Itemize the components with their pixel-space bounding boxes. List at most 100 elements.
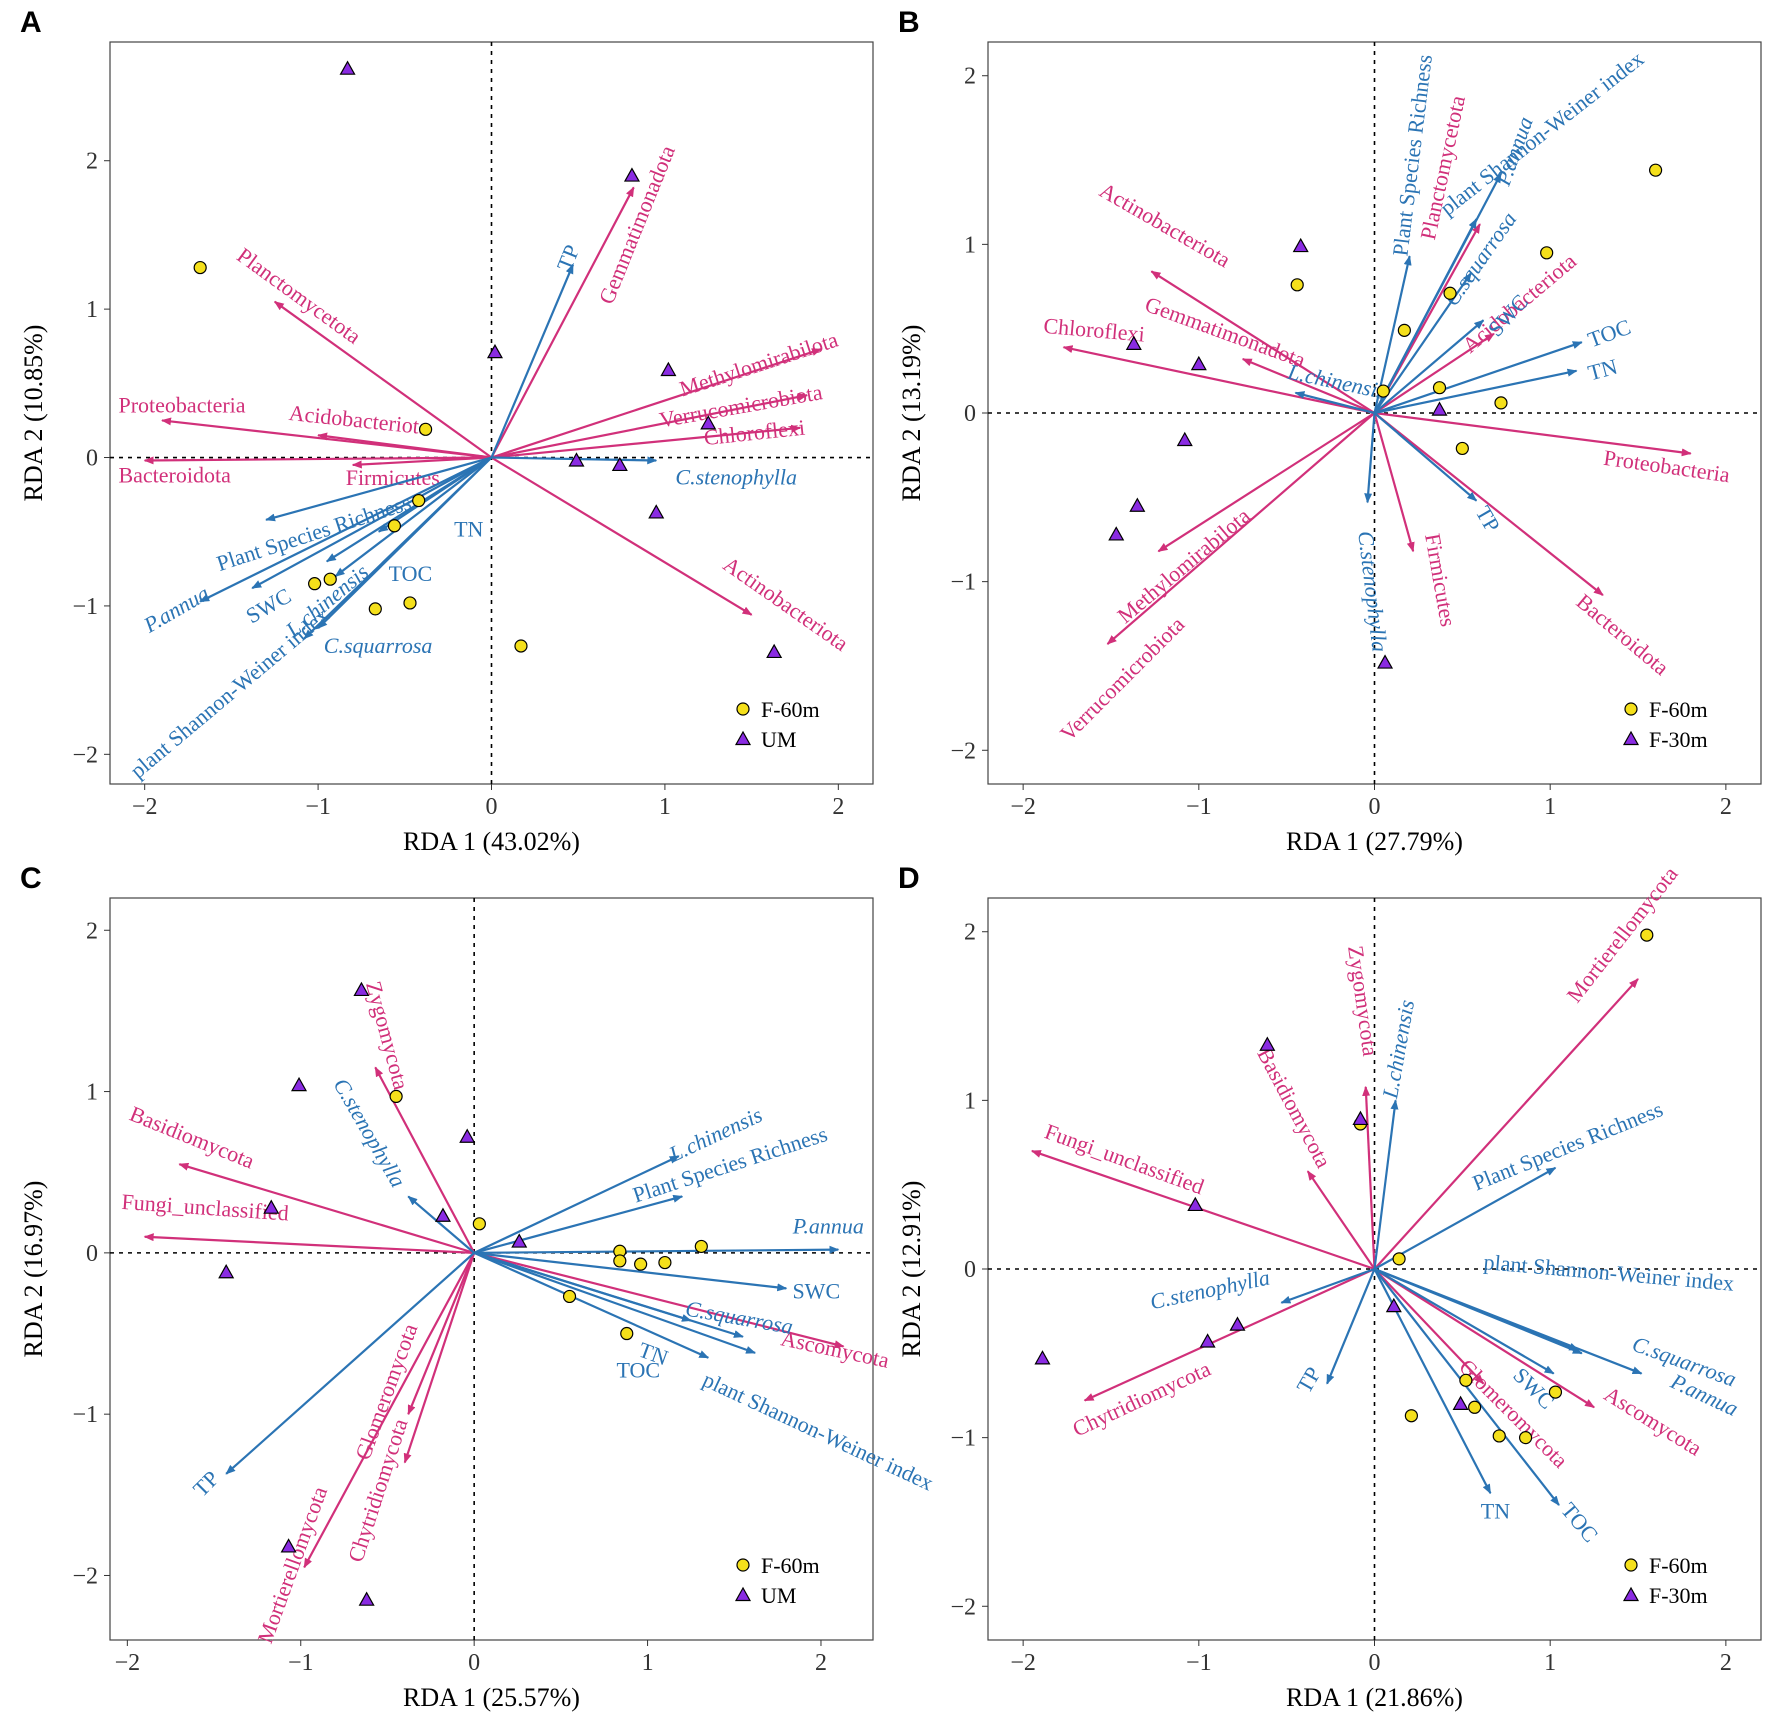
point-um xyxy=(218,1263,235,1279)
y-tick-label: 2 xyxy=(964,920,976,946)
point-um xyxy=(353,981,370,997)
x-tick-label: −2 xyxy=(1010,794,1036,820)
x-tick-label: 0 xyxy=(1369,794,1381,820)
vector-label-gemmatimonadota: Gemmatimonadota xyxy=(594,142,680,308)
vector-p-annua xyxy=(474,1245,840,1254)
x-tick-label: 1 xyxy=(642,1650,654,1676)
point-f-60m xyxy=(1376,384,1390,398)
point-f-30m xyxy=(1187,1196,1204,1212)
panel-letter: A xyxy=(20,6,42,39)
x-tick-label: 2 xyxy=(1720,1650,1732,1676)
point-um xyxy=(568,452,585,467)
legend: F-60m F-30m xyxy=(1622,1553,1708,1608)
vector-label-actinobacteriota: Actinobacteriota xyxy=(719,551,854,656)
vector-acidobacteriota xyxy=(1373,332,1495,414)
vector-p-annua xyxy=(1374,1267,1643,1375)
vector-basidiomycota xyxy=(1306,1170,1376,1270)
vector-verrucomicrobiota xyxy=(491,393,809,459)
vector-label-basidiomycota: Basidiomycota xyxy=(1252,1044,1336,1172)
vector-l-chinensis xyxy=(1294,391,1375,415)
y-tick-label: 0 xyxy=(964,1257,976,1283)
legend-marker-triangle xyxy=(734,1586,752,1602)
legend-label: UM xyxy=(761,1583,796,1608)
vector-chytridiomycota xyxy=(403,1252,476,1464)
vector-label-toc: TOC xyxy=(616,1358,660,1383)
point-um xyxy=(700,415,717,430)
point-f-60m xyxy=(1392,1252,1406,1266)
vector-label-actinobacteriota: Actinobacteriota xyxy=(1095,177,1235,272)
vector-label-plant-shannon-weiner-index: plant Shannon-Weiner index xyxy=(1435,46,1648,220)
vector-toc xyxy=(1374,341,1583,415)
vector-firmicutes xyxy=(1373,412,1415,553)
vector-plant-shannon-weiner-index xyxy=(473,1251,757,1354)
x-tick-label: −1 xyxy=(1186,1650,1212,1676)
x-axis-title: RDA 1 (25.57%) xyxy=(403,1683,580,1712)
vector-label-c-stenophylla: C.stenophylla xyxy=(1148,1265,1272,1315)
point-f-60m xyxy=(1459,1373,1473,1387)
vector-chytridiomycota xyxy=(1083,1267,1375,1402)
vector-actinobacteriota xyxy=(1150,270,1376,414)
point-f-30m xyxy=(1190,355,1207,371)
point-f-60m xyxy=(1290,278,1304,292)
vector-fungi-unclassified xyxy=(143,1233,475,1254)
x-tick-label: 1 xyxy=(659,794,671,820)
x-axis-title: RDA 1 (21.86%) xyxy=(1286,1683,1463,1712)
vector-tp xyxy=(225,1252,475,1475)
plot-frame xyxy=(109,897,874,1641)
vector-plant-species-richness xyxy=(473,1194,684,1254)
point-f-60m xyxy=(1404,1409,1418,1423)
x-tick-label: 2 xyxy=(1720,794,1732,820)
point-f-60m xyxy=(1640,928,1654,942)
point-f-30m xyxy=(1352,1110,1369,1126)
point-f-60m xyxy=(1397,323,1411,337)
vector-label-fungi-unclassified: Fungi_unclassified xyxy=(121,1189,290,1226)
vector-label-tn: TN xyxy=(1481,1498,1510,1523)
point-f-60m xyxy=(308,577,322,591)
legend-marker-circle xyxy=(1624,702,1638,716)
y-tick-label: 1 xyxy=(964,1088,976,1114)
point-um xyxy=(486,343,503,359)
vector-gemmatimonadota xyxy=(490,186,635,459)
point-f-60m xyxy=(1494,396,1508,410)
legend-marker-circle xyxy=(736,702,750,716)
vector-ascomycota xyxy=(1373,1268,1595,1409)
y-tick-label: 0 xyxy=(86,446,98,472)
x-tick-label: 1 xyxy=(1544,1650,1556,1676)
vector-label-tp: TP xyxy=(1291,1363,1325,1398)
point-um xyxy=(434,1207,451,1222)
vector-label-fungi-unclassified: Fungi_unclassified xyxy=(1042,1119,1208,1200)
x-tick-label: 2 xyxy=(815,1650,827,1676)
vector-label-plant-species-richness: Plant Species Richness xyxy=(1469,1096,1666,1195)
point-f-60m xyxy=(694,1239,708,1254)
vector-label-firmicutes: Firmicutes xyxy=(346,465,440,490)
y-tick-label: −1 xyxy=(72,594,98,620)
y-tick-label: 1 xyxy=(86,297,98,323)
y-tick-label: −1 xyxy=(950,1426,976,1452)
vector-ascomycota xyxy=(473,1251,845,1349)
point-um xyxy=(280,1538,297,1553)
vector-label-zygomycota: Zygomycota xyxy=(1343,944,1383,1058)
x-axis-title: RDA 1 (43.02%) xyxy=(403,827,580,856)
vector-label-bacteroidota: Bacteroidota xyxy=(118,462,231,487)
point-f-30m xyxy=(1108,526,1125,541)
point-f-60m xyxy=(1540,246,1554,260)
vector-swc xyxy=(251,456,493,590)
x-axis-title: RDA 1 (27.79%) xyxy=(1286,827,1463,856)
point-f-30m xyxy=(1199,1333,1216,1348)
point-um xyxy=(660,361,677,377)
point-um xyxy=(459,1128,476,1143)
y-tick-label: 0 xyxy=(86,1241,98,1267)
vector-label-toc: TOC xyxy=(1556,1498,1603,1547)
point-f-60m xyxy=(412,493,426,508)
vector-label-tn: TN xyxy=(1585,354,1620,386)
legend: F-60m F-30m xyxy=(1622,697,1708,752)
vector-toc xyxy=(473,1251,710,1359)
vector-label-tp: TP xyxy=(188,1466,224,1502)
x-tick-label: 0 xyxy=(1369,1650,1381,1676)
point-um xyxy=(263,1199,280,1214)
vector-plant-shannon-weiner-index xyxy=(1373,218,1478,414)
point-f-30m xyxy=(1176,431,1193,447)
vector-label-plant-shannon-weiner-index: plant Shannon-Weiner index xyxy=(1483,1249,1735,1296)
point-f-60m xyxy=(403,596,417,610)
vector-label-acidobacteriota: Acidobacteriota xyxy=(288,400,431,440)
